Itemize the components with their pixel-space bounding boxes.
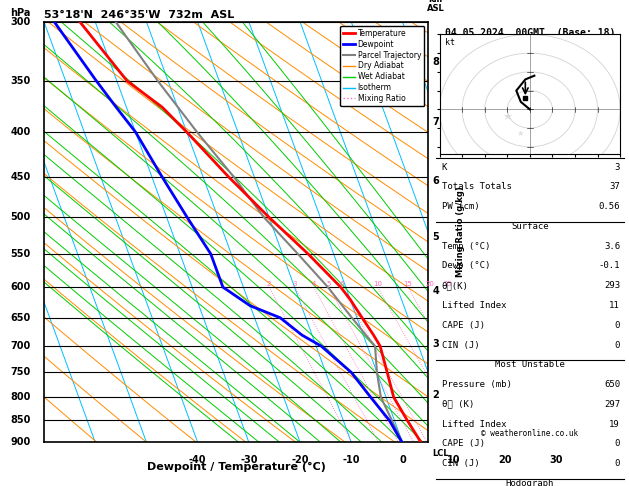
- Text: 7: 7: [433, 117, 440, 127]
- Text: 400: 400: [10, 127, 31, 137]
- Text: -40: -40: [189, 455, 206, 465]
- Text: K: K: [442, 163, 447, 172]
- Text: 5: 5: [433, 232, 440, 242]
- Text: 297: 297: [604, 400, 620, 409]
- Text: 600: 600: [10, 282, 31, 292]
- Text: Surface: Surface: [511, 222, 548, 231]
- Text: 3.6: 3.6: [604, 242, 620, 251]
- Text: -30: -30: [240, 455, 258, 465]
- Text: km
ASL: km ASL: [427, 0, 445, 14]
- Text: 650: 650: [10, 312, 31, 323]
- Text: Hodograph: Hodograph: [506, 479, 554, 486]
- Text: 10: 10: [373, 281, 382, 287]
- Text: 11: 11: [610, 301, 620, 310]
- Text: CIN (J): CIN (J): [442, 341, 479, 349]
- X-axis label: Dewpoint / Temperature (°C): Dewpoint / Temperature (°C): [147, 462, 325, 472]
- Text: 37: 37: [610, 182, 620, 191]
- Text: 700: 700: [10, 341, 31, 351]
- Text: 800: 800: [10, 392, 31, 402]
- Text: 19: 19: [610, 419, 620, 429]
- Text: 4: 4: [311, 281, 316, 287]
- Text: 650: 650: [604, 380, 620, 389]
- Text: 53°18'N  246°35'W  732m  ASL: 53°18'N 246°35'W 732m ASL: [44, 10, 234, 20]
- Text: 20: 20: [426, 281, 435, 287]
- Text: 900: 900: [10, 437, 31, 447]
- Text: © weatheronline.co.uk: © weatheronline.co.uk: [481, 429, 579, 438]
- Text: CAPE (J): CAPE (J): [442, 321, 484, 330]
- Text: 5: 5: [326, 281, 331, 287]
- Text: 20: 20: [498, 455, 511, 465]
- Text: 550: 550: [10, 249, 31, 259]
- Text: Totals Totals: Totals Totals: [442, 182, 511, 191]
- Text: 6: 6: [339, 281, 343, 287]
- Text: 350: 350: [10, 76, 31, 86]
- Text: 6: 6: [433, 176, 440, 186]
- Text: PW (cm): PW (cm): [442, 202, 479, 211]
- Text: 3: 3: [615, 163, 620, 172]
- Text: 750: 750: [10, 367, 31, 378]
- Text: 3: 3: [433, 339, 440, 349]
- Legend: Temperature, Dewpoint, Parcel Trajectory, Dry Adiabat, Wet Adiabat, Isotherm, Mi: Temperature, Dewpoint, Parcel Trajectory…: [340, 26, 424, 106]
- Text: 500: 500: [10, 212, 31, 222]
- Text: CAPE (J): CAPE (J): [442, 439, 484, 448]
- Text: 8: 8: [433, 57, 440, 67]
- Text: 450: 450: [10, 172, 31, 182]
- Text: hPa: hPa: [10, 8, 31, 17]
- Text: Most Unstable: Most Unstable: [495, 360, 565, 369]
- Text: 850: 850: [10, 416, 31, 425]
- Text: 30: 30: [549, 455, 563, 465]
- Text: 0: 0: [399, 455, 406, 465]
- Text: 0.56: 0.56: [599, 202, 620, 211]
- Text: 293: 293: [604, 281, 620, 290]
- Text: Lifted Index: Lifted Index: [442, 419, 506, 429]
- Text: Pressure (mb): Pressure (mb): [442, 380, 511, 389]
- Text: 2: 2: [267, 281, 271, 287]
- Text: 4: 4: [433, 286, 440, 296]
- Text: Temp (°C): Temp (°C): [442, 242, 490, 251]
- Text: 300: 300: [10, 17, 31, 27]
- Text: Dewp (°C): Dewp (°C): [442, 261, 490, 271]
- Text: 3: 3: [292, 281, 297, 287]
- Text: CIN (J): CIN (J): [442, 459, 479, 468]
- Text: Mixing Ratio (g/kg): Mixing Ratio (g/kg): [456, 187, 465, 278]
- Text: 0: 0: [615, 321, 620, 330]
- Text: 25: 25: [443, 281, 452, 287]
- Text: LCL: LCL: [433, 449, 449, 457]
- Text: θᴇ(K): θᴇ(K): [442, 281, 469, 290]
- Text: 2: 2: [433, 390, 440, 400]
- Text: -10: -10: [343, 455, 360, 465]
- Text: 04.05.2024  00GMT  (Base: 18): 04.05.2024 00GMT (Base: 18): [445, 28, 615, 38]
- Text: Lifted Index: Lifted Index: [442, 301, 506, 310]
- Text: -0.1: -0.1: [599, 261, 620, 271]
- Text: 0: 0: [615, 341, 620, 349]
- Text: 0: 0: [615, 439, 620, 448]
- Text: 15: 15: [403, 281, 412, 287]
- Text: θᴇ (K): θᴇ (K): [442, 400, 474, 409]
- Text: 0: 0: [615, 459, 620, 468]
- Text: 10: 10: [447, 455, 460, 465]
- Text: -20: -20: [291, 455, 309, 465]
